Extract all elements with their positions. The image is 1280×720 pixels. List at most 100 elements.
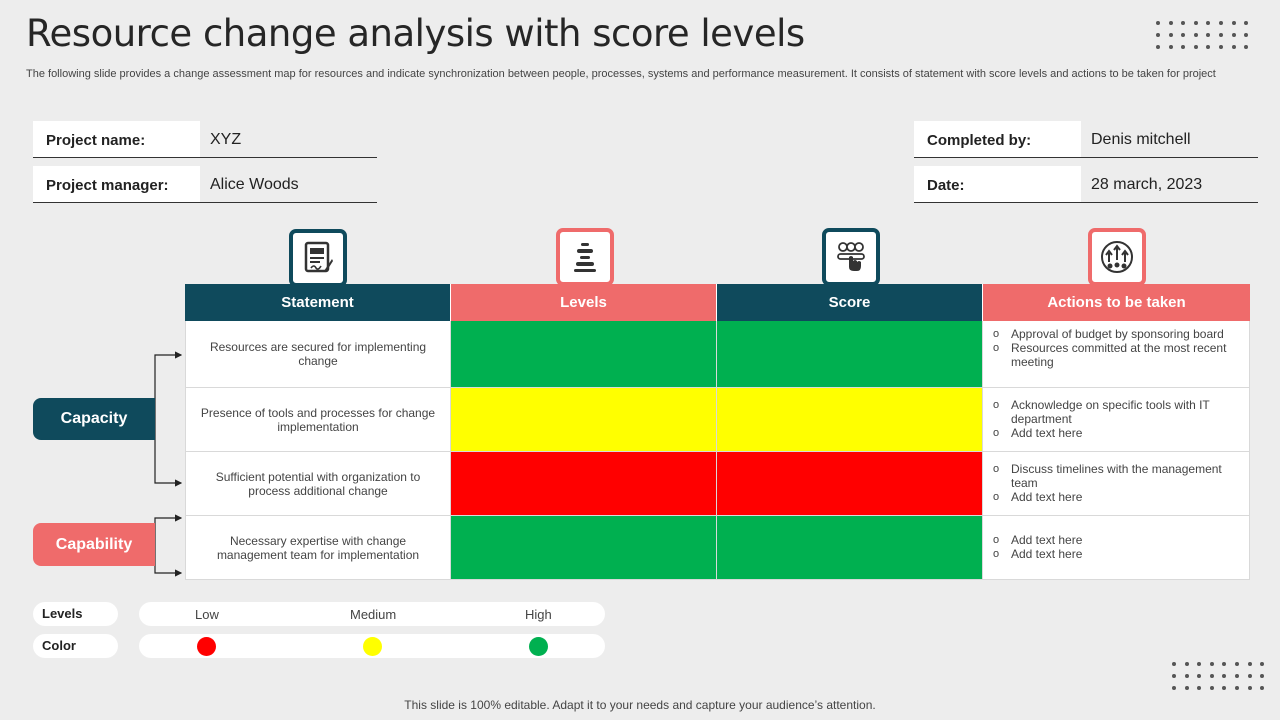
- decorative-dot: [1231, 33, 1236, 37]
- decorative-dot: [1156, 33, 1160, 37]
- actions-cell: Approval of budget by sponsoring board R…: [983, 321, 1250, 387]
- table-row: Necessary expertise with change manageme…: [185, 516, 1250, 580]
- decorative-dot: [1244, 45, 1249, 49]
- actions-cell: Acknowledge on specific tools with IT de…: [983, 388, 1250, 451]
- decorative-dot: [1209, 686, 1214, 690]
- decorative-dot: [1168, 21, 1173, 25]
- statement-cell: Necessary expertise with change manageme…: [185, 516, 451, 579]
- project-manager-value: Alice Woods: [210, 176, 299, 193]
- stacked-levels-icon: [556, 228, 614, 286]
- decorative-dot: [1218, 45, 1223, 49]
- decorative-dot: [1193, 45, 1198, 49]
- decorative-dot: [1234, 674, 1239, 678]
- legend-high-text: High: [525, 607, 552, 622]
- decorative-dot: [1222, 686, 1227, 690]
- legend-levels-label: Levels: [33, 602, 118, 626]
- completed-by-value: Denis mitchell: [1091, 131, 1191, 148]
- date-label: Date:: [914, 166, 1081, 202]
- action-item: Discuss timelines with the management te…: [993, 462, 1239, 490]
- decorative-dot: [1156, 45, 1160, 49]
- legend-color-label: Color: [33, 634, 118, 658]
- legend-low-dot: [197, 637, 216, 656]
- decorative-dot: [1184, 686, 1189, 690]
- growth-network-icon: [1088, 228, 1146, 286]
- project-manager-row: Project manager: Alice Woods: [33, 166, 377, 203]
- decorative-dot: [1209, 674, 1214, 678]
- statement-cell: Resources are secured for implementing c…: [185, 321, 451, 387]
- resource-change-table: Statement Levels Score Actions to be tak…: [185, 284, 1250, 580]
- decorative-dot: [1244, 21, 1249, 25]
- decorative-dot: [1193, 33, 1198, 37]
- legend-levels-bar: Low Medium High: [139, 602, 605, 626]
- decorative-dot: [1206, 45, 1211, 49]
- score-cell: [717, 388, 983, 451]
- page-title: Resource change analysis with score leve…: [26, 12, 805, 55]
- header-actions: Actions to be taken: [983, 284, 1250, 321]
- score-cell: [717, 452, 983, 515]
- action-item: Add text here: [993, 533, 1239, 547]
- decorative-dot: [1168, 45, 1173, 49]
- decorative-dot: [1209, 662, 1214, 666]
- decorative-dot: [1222, 662, 1227, 666]
- decorative-dot: [1247, 674, 1252, 678]
- decorative-dot: [1244, 33, 1249, 37]
- decorative-dot: [1181, 33, 1186, 37]
- header-statement: Statement: [185, 284, 451, 321]
- decorative-dot: [1193, 21, 1198, 25]
- footer-note: This slide is 100% editable. Adapt it to…: [404, 698, 876, 712]
- project-name-label: Project name:: [33, 121, 200, 157]
- level-cell: [451, 452, 717, 515]
- action-item: Add text here: [993, 547, 1239, 561]
- decorative-dot: [1181, 21, 1186, 25]
- level-cell: [451, 321, 717, 387]
- score-cell: [717, 321, 983, 387]
- header-score: Score: [717, 284, 983, 321]
- decorative-dot: [1197, 686, 1202, 690]
- decorative-dot: [1206, 33, 1211, 37]
- action-item: Approval of budget by sponsoring board: [993, 327, 1239, 341]
- statement-cell: Sufficient potential with organization t…: [185, 452, 451, 515]
- category-capability: Capability: [33, 523, 155, 566]
- statement-cell: Presence of tools and processes for chan…: [185, 388, 451, 451]
- decorative-dot: [1231, 21, 1236, 25]
- header-levels: Levels: [451, 284, 717, 321]
- decorative-dot: [1172, 686, 1176, 690]
- table-row: Presence of tools and processes for chan…: [185, 388, 1250, 452]
- action-item: Acknowledge on specific tools with IT de…: [993, 398, 1239, 426]
- decorative-dot: [1234, 686, 1239, 690]
- decorative-dot: [1172, 662, 1176, 666]
- action-item: Add text here: [993, 490, 1239, 504]
- decorative-dots-bottom: [1172, 662, 1265, 690]
- decorative-dot: [1218, 33, 1223, 37]
- table-row: Sufficient potential with organization t…: [185, 452, 1250, 516]
- decorative-dot: [1234, 662, 1239, 666]
- document-signature-icon: [289, 229, 347, 287]
- decorative-dot: [1206, 21, 1211, 25]
- action-item: Resources committed at the most recent m…: [993, 341, 1239, 369]
- decorative-dot: [1172, 674, 1176, 678]
- date-row: Date: 28 march, 2023: [914, 166, 1258, 203]
- decorative-dot: [1222, 674, 1227, 678]
- legend-high-dot: [529, 637, 548, 656]
- decorative-dot: [1260, 662, 1265, 666]
- level-cell: [451, 388, 717, 451]
- decorative-dot: [1181, 45, 1186, 49]
- decorative-dot: [1247, 686, 1252, 690]
- page-subtitle: The following slide provides a change as…: [26, 68, 1216, 80]
- score-rating-icon: [822, 228, 880, 286]
- decorative-dots-top: [1156, 21, 1249, 49]
- decorative-dot: [1218, 21, 1223, 25]
- decorative-dot: [1260, 686, 1265, 690]
- category-bracket-lines: [154, 351, 183, 577]
- legend-low-text: Low: [195, 607, 219, 622]
- decorative-dot: [1197, 674, 1202, 678]
- actions-cell: Discuss timelines with the management te…: [983, 452, 1250, 515]
- actions-cell: Add text here Add text here: [983, 516, 1250, 579]
- decorative-dot: [1247, 662, 1252, 666]
- decorative-dot: [1156, 21, 1160, 25]
- project-manager-label: Project manager:: [33, 166, 200, 202]
- legend-medium-text: Medium: [350, 607, 397, 622]
- completed-by-row: Completed by: Denis mitchell: [914, 121, 1258, 158]
- decorative-dot: [1197, 662, 1202, 666]
- table-header-row: Statement Levels Score Actions to be tak…: [185, 284, 1250, 321]
